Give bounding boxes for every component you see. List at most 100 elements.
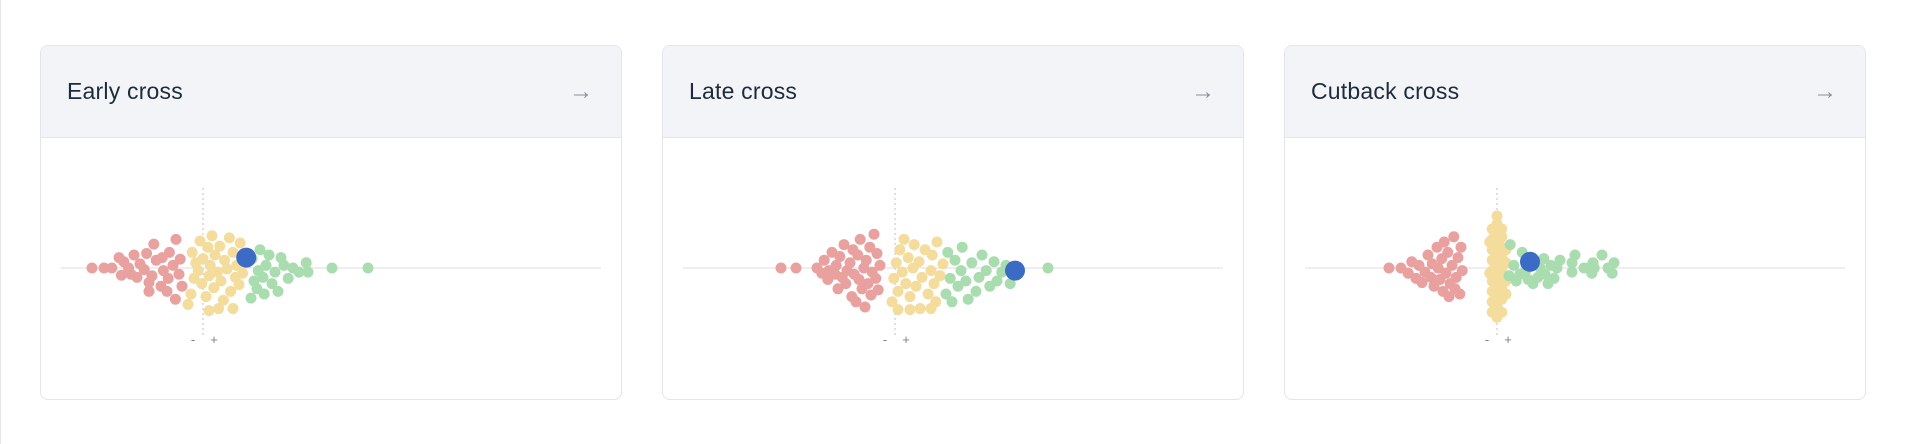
data-point-negative [840,278,852,290]
data-point-neutral [215,275,227,287]
data-point-neutral [1496,223,1508,235]
data-point-neutral [931,236,943,248]
data-point-negative [1425,271,1437,283]
card-body: - + [663,138,1243,399]
data-point-negative [818,254,830,266]
data-point-neutral [904,304,916,316]
data-point-neutral [894,244,906,256]
data-point-negative [872,284,884,296]
data-point-positive [1508,259,1520,271]
card-cutback-cross: Cutback cross → - + [1284,45,1866,400]
highlight-point[interactable] [1520,251,1540,272]
data-point-positive [269,266,281,278]
data-point-positive [1596,249,1608,261]
card-title: Cutback cross [1311,78,1460,104]
data-point-positive [944,272,956,284]
data-point-negative [1402,267,1414,279]
data-point-neutral [914,303,926,315]
data-point-negative [170,233,182,245]
card-header: Cutback cross → [1285,46,1865,138]
data-point-positive [1566,266,1578,278]
data-point-negative [167,259,179,271]
data-point-neutral [221,263,233,275]
data-point-negative [790,262,802,274]
data-point-positive [1608,257,1620,269]
arrow-right-icon[interactable]: → [569,77,593,105]
data-point-positive [960,275,972,287]
data-point-positive [966,257,978,269]
data-point-positive [1548,272,1560,284]
arrow-right-icon[interactable]: → [1813,77,1837,105]
highlight-point[interactable] [236,247,257,268]
data-point-neutral [219,254,231,266]
data-point-positive [991,275,1003,287]
data-point-neutral [900,278,912,290]
data-point-neutral [223,232,235,244]
data-point-positive [257,271,269,283]
data-point-negative [146,270,158,282]
data-point-neutral [898,233,910,245]
data-point-negative [1452,252,1464,264]
data-point-negative [162,272,174,284]
data-point-negative [163,246,175,258]
data-point-negative [128,249,140,261]
data-point-positive [1504,239,1516,251]
data-point-neutral [910,280,922,292]
data-point-neutral [892,304,904,316]
data-point-neutral [896,266,908,278]
data-point-negative [98,262,110,274]
data-point-negative [131,271,143,283]
data-point-neutral [886,296,898,308]
data-point-negative [1432,262,1444,274]
data-point-neutral [227,303,239,315]
data-point-positive [976,249,988,261]
data-point-negative [844,257,856,269]
data-point-neutral [892,285,904,297]
data-point-neutral [196,278,208,290]
data-point-neutral [237,267,249,279]
data-point-negative [1438,236,1450,248]
zero-label-minus: - [883,332,887,347]
data-point-negative [169,293,181,305]
data-point-neutral [1486,296,1498,308]
data-point-positive [326,262,338,274]
data-point-negative [1440,267,1452,279]
highlight-point[interactable] [1005,260,1025,281]
card-header: Late cross → [663,46,1243,138]
data-point-positive [260,259,272,271]
data-point-neutral [888,272,900,284]
data-point-neutral [208,282,220,294]
data-point-negative [864,241,876,253]
data-point-negative [173,268,185,280]
data-point-positive [1588,262,1600,274]
data-point-negative [141,247,153,259]
data-point-positive [955,265,967,277]
data-point-neutral [203,270,215,282]
arrow-right-icon[interactable]: → [1191,77,1215,105]
data-point-negative [853,273,865,285]
data-point-negative [838,239,850,251]
data-point-positive [973,271,985,283]
data-point-neutral [916,271,928,283]
data-point-neutral [937,258,949,270]
data-point-negative [868,228,880,240]
data-point-negative [148,238,160,250]
data-point-neutral [934,270,946,282]
data-point-positive [970,285,982,297]
data-point-neutral [194,235,206,247]
data-point-neutral [202,241,214,253]
card-title: Late cross [689,78,798,104]
data-point-negative [1383,262,1395,274]
data-point-negative [161,285,173,297]
data-point-neutral [925,303,937,315]
data-point-negative [1448,231,1460,243]
data-point-neutral [922,288,934,300]
data-point-positive [266,278,278,290]
data-point-positive [1606,267,1618,279]
data-point-neutral [1486,223,1498,235]
data-point-neutral [1484,236,1496,248]
data-point-positive [1004,278,1016,290]
zero-label-minus: - [1485,332,1489,347]
data-point-negative [871,247,883,259]
data-point-neutral [1486,285,1498,297]
